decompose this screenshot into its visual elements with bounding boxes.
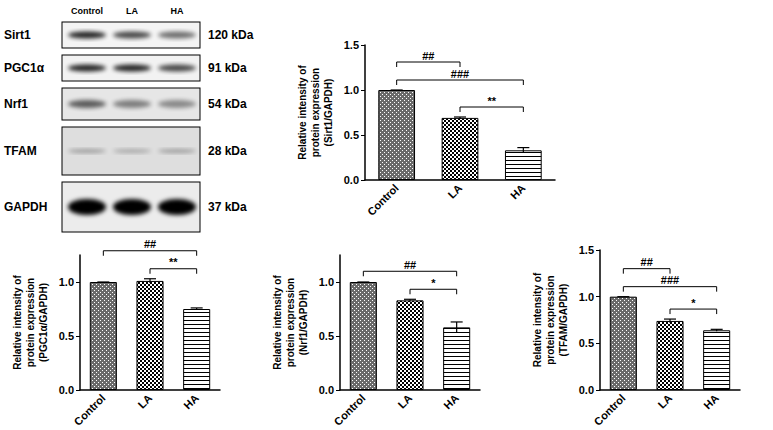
svg-text:1.0: 1.0 <box>319 276 334 288</box>
svg-text:1.0: 1.0 <box>344 84 359 96</box>
svg-text:##: ## <box>422 50 434 62</box>
svg-text:Relative intensity of: Relative intensity of <box>272 275 283 370</box>
svg-text:HA: HA <box>181 392 201 412</box>
svg-text:Relative intensity of: Relative intensity of <box>12 275 23 370</box>
svg-text:LA: LA <box>135 392 154 411</box>
svg-text:120 kDa: 120 kDa <box>208 28 254 42</box>
svg-text:Control: Control <box>591 392 627 428</box>
svg-text:Relative intensity of: Relative intensity of <box>297 65 308 160</box>
svg-text:28 kDa: 28 kDa <box>208 144 247 158</box>
svg-text:HA: HA <box>701 392 721 412</box>
svg-text:(TFAM/GAPDH): (TFAM/GAPDH) <box>558 284 569 357</box>
svg-text:*: * <box>691 297 696 309</box>
svg-text:Control: Control <box>71 392 107 428</box>
svg-text:Sirt1: Sirt1 <box>4 28 31 42</box>
svg-text:protein expression: protein expression <box>310 68 321 157</box>
svg-text:##: ## <box>641 256 653 268</box>
svg-text:0.0: 0.0 <box>579 384 594 396</box>
svg-text:0.0: 0.0 <box>59 384 74 396</box>
svg-text:(Sirt1/GAPDH): (Sirt1/GAPDH) <box>323 79 334 147</box>
svg-text:##: ## <box>144 238 156 250</box>
svg-text:(Nrf1/GAPDH): (Nrf1/GAPDH) <box>298 290 309 356</box>
svg-text:**: ** <box>169 256 178 268</box>
svg-text:0.0: 0.0 <box>344 174 359 186</box>
svg-text:1.5: 1.5 <box>579 244 594 256</box>
svg-text:1.0: 1.0 <box>579 291 594 303</box>
svg-text:54 kDa: 54 kDa <box>208 97 247 111</box>
svg-text:protein expression: protein expression <box>285 278 296 367</box>
svg-text:Control: Control <box>365 182 401 218</box>
svg-text:HA: HA <box>441 392 461 412</box>
svg-text:LA: LA <box>655 392 674 411</box>
svg-text:1.5: 1.5 <box>344 39 359 51</box>
svg-text:protein expression: protein expression <box>545 275 556 364</box>
svg-text:##: ## <box>404 259 416 271</box>
svg-text:Control: Control <box>71 6 103 16</box>
svg-text:LA: LA <box>445 182 464 201</box>
svg-text:0.5: 0.5 <box>579 337 594 349</box>
svg-text:PGC1α: PGC1α <box>4 61 45 75</box>
svg-text:*: * <box>431 277 436 289</box>
svg-text:37 kDa: 37 kDa <box>208 200 247 214</box>
svg-text:###: ### <box>661 274 679 286</box>
svg-text:0.5: 0.5 <box>319 330 334 342</box>
svg-text:(PGC1α/GAPDH): (PGC1α/GAPDH) <box>38 283 49 362</box>
svg-text:LA: LA <box>395 392 414 411</box>
svg-text:LA: LA <box>126 6 138 16</box>
svg-text:**: ** <box>487 95 496 107</box>
svg-text:GAPDH: GAPDH <box>4 200 47 214</box>
svg-text:0.5: 0.5 <box>344 129 359 141</box>
svg-text:HA: HA <box>171 6 184 16</box>
svg-text:###: ### <box>451 68 469 80</box>
svg-text:91 kDa: 91 kDa <box>208 61 247 75</box>
svg-text:0.0: 0.0 <box>319 384 334 396</box>
svg-text:0.5: 0.5 <box>59 330 74 342</box>
svg-text:1.0: 1.0 <box>59 276 74 288</box>
svg-text:Relative intensity of: Relative intensity of <box>532 272 543 367</box>
svg-text:Control: Control <box>331 392 367 428</box>
svg-text:TFAM: TFAM <box>4 144 37 158</box>
svg-text:protein expression: protein expression <box>25 278 36 367</box>
svg-text:HA: HA <box>508 182 528 202</box>
svg-text:Nrf1: Nrf1 <box>4 97 28 111</box>
